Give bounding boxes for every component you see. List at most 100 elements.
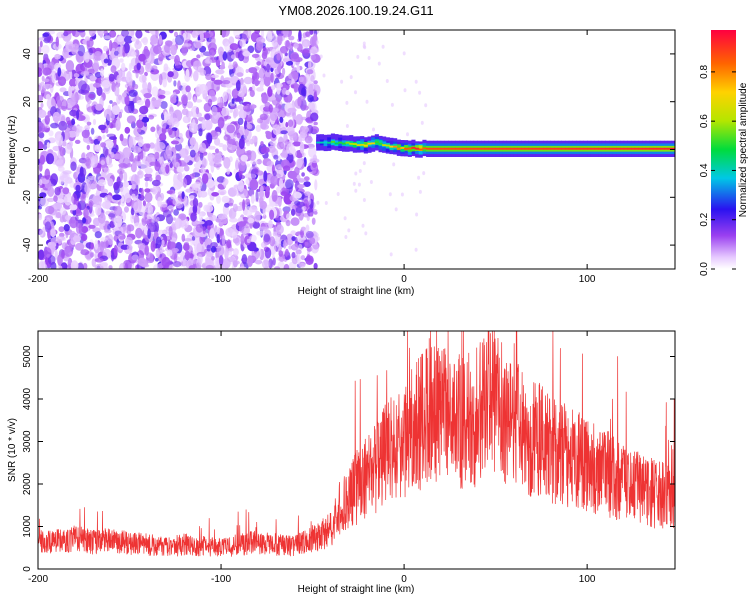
noise-speck-1260 xyxy=(189,137,196,146)
figure-title: YM08.2026.100.19.24.G11 xyxy=(278,3,433,18)
noise-speck-1365 xyxy=(171,247,179,253)
noise-speck-1332 xyxy=(278,178,284,189)
noise-speck-2595 xyxy=(218,255,224,266)
noise-speck-2224 xyxy=(294,81,298,92)
noise-speck-2582 xyxy=(269,209,275,220)
noise-speck-1720 xyxy=(85,36,90,41)
noise-speck-2115 xyxy=(110,151,115,159)
ridge-core-segment-65 xyxy=(554,147,559,150)
noise-speck-1832 xyxy=(222,51,228,61)
noise-speck-1845 xyxy=(232,260,240,265)
ridge-core-segment-79 xyxy=(605,147,610,150)
noise-speck-2118 xyxy=(145,62,152,73)
noise-speck-2077 xyxy=(285,40,291,51)
ridge-core-segment-80 xyxy=(609,147,614,150)
noise-speck-2096 xyxy=(185,30,194,34)
noise-speck-1115 xyxy=(131,37,137,42)
noise-speck-2274 xyxy=(80,71,90,77)
noise-speck-2395 xyxy=(81,129,90,139)
ridge-core-segment-7 xyxy=(341,142,346,145)
noise-speck-661 xyxy=(214,137,221,146)
noise-speck-2044 xyxy=(301,76,308,85)
noise-speck-1654 xyxy=(251,53,260,59)
noise-speck-1387 xyxy=(134,40,142,50)
noise-speck-2513 xyxy=(197,253,203,266)
noise-speck-2165 xyxy=(268,258,273,269)
snr-ytick-label-4000: 4000 xyxy=(22,387,33,410)
colorbar-gradient xyxy=(711,30,736,269)
noise-speck-2362 xyxy=(113,215,123,228)
noise-speck-139 xyxy=(313,262,318,269)
noise-speck-1802 xyxy=(201,157,207,169)
noise-speck-2460 xyxy=(52,111,61,123)
ridge-core-segment-47 xyxy=(488,147,493,150)
ridge-core-segment-1 xyxy=(319,141,324,144)
noise-speck-2639 xyxy=(361,223,365,228)
noise-speck-2550 xyxy=(184,156,190,163)
noise-speck-283 xyxy=(224,115,232,120)
noise-speck-219 xyxy=(243,76,253,85)
noise-speck-2466 xyxy=(126,244,133,251)
noise-speck-2082 xyxy=(199,30,204,42)
noise-speck-2454 xyxy=(156,216,160,222)
noise-speck-2534 xyxy=(122,181,130,188)
noise-speck-2606 xyxy=(358,169,362,173)
noise-speck-411 xyxy=(290,230,297,236)
snr-ytick-label-3000: 3000 xyxy=(22,430,33,453)
noise-speck-2617 xyxy=(362,161,366,166)
noise-speck-1798 xyxy=(265,185,271,193)
noise-speck-1695 xyxy=(104,200,111,210)
noise-speck-1680 xyxy=(140,150,144,160)
noise-speck-2585 xyxy=(304,241,309,246)
noise-speck-1732 xyxy=(295,206,303,214)
noise-speck-2111 xyxy=(38,62,44,71)
noise-speck-2329 xyxy=(204,220,213,226)
noise-speck-2131 xyxy=(70,260,79,269)
noise-speck-1533 xyxy=(88,30,96,37)
noise-speck-1985 xyxy=(86,121,92,126)
noise-speck-2032 xyxy=(233,30,241,38)
noise-speck-1800 xyxy=(75,184,81,192)
noise-speck-2075 xyxy=(233,248,239,256)
noise-speck-350 xyxy=(155,257,159,262)
ridge-core-segment-61 xyxy=(539,147,544,150)
ridge-core-segment-23 xyxy=(400,147,405,149)
noise-speck-902 xyxy=(106,162,113,168)
noise-speck-1762 xyxy=(237,117,244,126)
noise-speck-2538 xyxy=(182,97,188,109)
noise-speck-2433 xyxy=(278,250,284,257)
noise-speck-1497 xyxy=(88,224,96,229)
colorbar-tick-label-0.2: 0.2 xyxy=(699,212,710,226)
noise-speck-984 xyxy=(145,181,149,188)
ridge-core-segment-97 xyxy=(671,147,675,150)
noise-speck-2290 xyxy=(72,235,81,243)
ridge-core-segment-60 xyxy=(535,147,540,150)
noise-speck-285 xyxy=(144,71,148,77)
noise-speck-2296 xyxy=(172,197,182,206)
noise-speck-1184 xyxy=(130,162,137,173)
noise-speck-1668 xyxy=(241,254,248,265)
noise-speck-2197 xyxy=(270,175,279,186)
noise-speck-1687 xyxy=(283,193,293,205)
noise-speck-2521 xyxy=(43,83,53,90)
noise-speck-2599 xyxy=(175,34,184,46)
noise-speck-2457 xyxy=(274,266,281,269)
noise-speck-2015 xyxy=(201,119,206,130)
noise-speck-2255 xyxy=(199,190,208,198)
noise-speck-2552 xyxy=(51,72,56,84)
noise-speck-2528 xyxy=(226,124,236,134)
noise-speck-2388 xyxy=(242,199,246,211)
noise-speck-2176 xyxy=(269,110,278,122)
noise-speck-2030 xyxy=(148,30,156,34)
noise-speck-2476 xyxy=(240,233,245,245)
noise-speck-1714 xyxy=(261,51,268,60)
noise-speck-1575 xyxy=(298,30,302,42)
noise-speck-2327 xyxy=(188,122,199,133)
noise-speck-2405 xyxy=(290,244,299,251)
noise-speck-2028 xyxy=(183,165,190,172)
noise-speck-2171 xyxy=(251,135,258,143)
noise-speck-2206 xyxy=(297,184,305,189)
noise-speck-2475 xyxy=(182,177,188,188)
noise-speck-1943 xyxy=(38,249,45,260)
